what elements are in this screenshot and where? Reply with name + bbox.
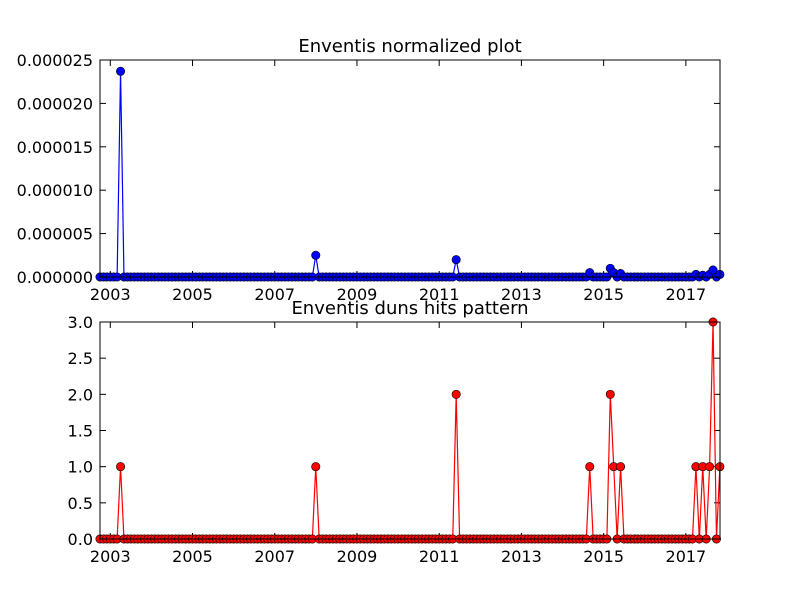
top-chart-y-tick-label: 0.000000 xyxy=(17,268,93,287)
top-chart-x-tick-label: 2013 xyxy=(501,285,542,304)
bottom-chart-x-tick-label: 2017 xyxy=(666,547,707,566)
bottom-chart-y-tick-label: 0.5 xyxy=(68,494,93,513)
top-chart-x-tick-label: 2017 xyxy=(666,285,707,304)
bottom-chart-axes-frame xyxy=(99,321,721,540)
top-chart-y-tick-label: 0.000010 xyxy=(17,181,93,200)
bottom-chart-x-tick-label: 2013 xyxy=(501,547,542,566)
bottom-chart-x-tick-label: 2009 xyxy=(337,547,378,566)
bottom-chart-x-tick-label: 2007 xyxy=(254,547,295,566)
bottom-chart-x-tick-label: 2005 xyxy=(172,547,213,566)
top-chart-x-tick-label: 2007 xyxy=(254,285,295,304)
bottom-chart-data-point xyxy=(585,462,595,472)
bottom-chart-data-point xyxy=(116,462,126,472)
bottom-chart-data-point xyxy=(311,462,321,472)
bottom-chart-x-tick-label: 2011 xyxy=(419,547,460,566)
top-chart-axes-frame xyxy=(99,59,721,278)
top-chart-tick-labels: 2003 2005 2007 2009 2011 2013 2015 2017 0.000000… xyxy=(17,51,707,304)
bottom-chart-y-tick-label: 3.0 xyxy=(68,313,93,332)
bottom-chart-title: Enventis duns hits pattern xyxy=(291,298,528,319)
bottom-chart-y-tick-label: 1.5 xyxy=(68,422,93,441)
top-chart: Enventis normalized plot 2003 2005 2007 200… xyxy=(17,36,725,304)
bottom-chart-y-tick-label: 2.5 xyxy=(68,349,93,368)
top-chart-x-tick-label: 2011 xyxy=(419,285,460,304)
bottom-chart-data-point xyxy=(705,462,715,472)
bottom-chart-data-point xyxy=(451,389,461,399)
top-chart-y-tick-label: 0.000005 xyxy=(17,225,93,244)
bottom-chart-tick-labels: 2003 2005 2007 2009 2011 2013 2015 2017 0.0 0.5 1.… xyxy=(68,313,707,566)
bottom-chart-y-tick-label: 0.0 xyxy=(68,530,93,549)
top-chart-x-tick-label: 2015 xyxy=(583,285,624,304)
bottom-chart-x-tick-label: 2015 xyxy=(583,547,624,566)
top-chart-data-point xyxy=(116,66,126,76)
bottom-chart-data-point xyxy=(605,389,615,399)
bottom-chart-data-point xyxy=(616,462,626,472)
top-chart-data-point xyxy=(311,250,321,260)
top-chart-x-tick-label: 2003 xyxy=(90,285,131,304)
top-chart-y-tick-label: 0.000020 xyxy=(17,94,93,113)
top-chart-y-tick-label: 0.000015 xyxy=(17,138,93,157)
top-chart-y-tick-label: 0.000025 xyxy=(17,51,93,70)
top-chart-data-point xyxy=(451,255,461,265)
top-chart-x-tick-label: 2005 xyxy=(172,285,213,304)
bottom-chart-x-tick-label: 2003 xyxy=(90,547,131,566)
bottom-chart-y-tick-label: 2.0 xyxy=(68,385,93,404)
top-chart-title: Enventis normalized plot xyxy=(298,36,521,57)
bottom-chart-y-tick-label: 1.0 xyxy=(68,458,93,477)
top-chart-x-tick-label: 2009 xyxy=(337,285,378,304)
bottom-chart: Enventis duns hits pattern 2003 2005 2007 2… xyxy=(68,298,725,566)
